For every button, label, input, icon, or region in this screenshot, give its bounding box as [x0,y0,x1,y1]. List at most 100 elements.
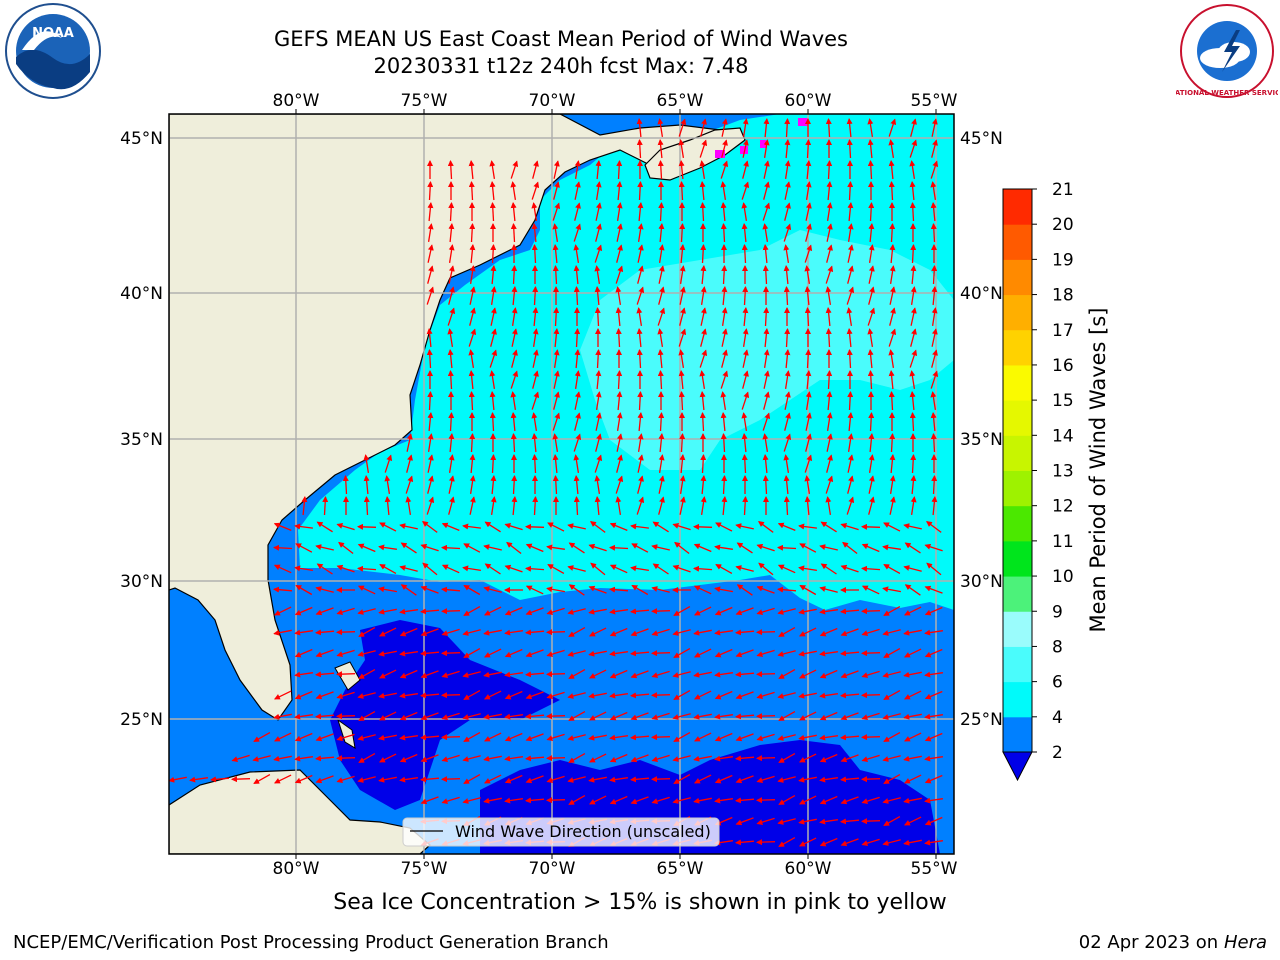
wave-direction-arrow [804,454,813,473]
lat-label-right: 35°N [960,430,1003,450]
wave-direction-arrow [574,391,581,410]
wave-direction-arrow [420,692,440,699]
wave-direction-arrow [846,349,853,369]
wave-direction-arrow [861,608,881,615]
wave-direction-arrow [924,755,943,762]
wave-direction-arrow [847,454,854,473]
wave-direction-arrow [399,669,418,679]
wave-direction-arrow [868,496,875,515]
wave-direction-arrow [840,838,859,847]
wave-direction-arrow [658,202,665,222]
wave-direction-arrow [384,496,391,516]
colorbar-tick-label: 15 [1052,391,1074,411]
wave-direction-arrow [483,629,502,636]
wave-direction-arrow [889,496,896,515]
colorbar-tick-label: 16 [1052,356,1074,376]
wave-direction-arrow [532,349,539,368]
wave-direction-arrow [924,713,943,720]
footer-credit: NCEP/EMC/Verification Post Processing Pr… [13,932,609,953]
wave-direction-arrow [378,776,397,783]
wave-direction-arrow [735,691,754,700]
wave-direction-arrow [469,496,476,515]
lon-label-top: 70°W [529,91,576,111]
wave-direction-arrow [868,412,875,432]
wave-direction-arrow [531,223,538,243]
wave-direction-arrow [714,671,733,678]
wave-direction-arrow [867,328,874,348]
wave-direction-arrow [784,118,791,138]
wave-direction-arrow [888,391,895,411]
wave-direction-arrow [615,475,624,494]
colorbar-tick-label: 6 [1052,673,1063,693]
wave-direction-arrow [889,286,896,305]
wave-direction-arrow [700,307,707,326]
wave-direction-arrow [448,286,455,305]
wave-direction-arrow [399,523,418,530]
wave-direction-arrow [468,328,477,347]
wave-direction-arrow [378,608,397,615]
wave-direction-arrow [448,433,455,453]
wave-direction-arrow [357,776,376,783]
lon-label-bottom: 65°W [657,859,704,879]
wave-direction-arrow [568,711,586,721]
wave-direction-arrow [252,755,271,762]
wave-direction-arrow [510,181,517,201]
wave-direction-arrow [778,711,796,721]
wave-direction-arrow [294,690,313,700]
wave-direction-arrow [525,607,544,616]
wave-direction-arrow [588,734,607,741]
wave-direction-arrow [525,691,544,700]
wave-direction-arrow [489,370,496,390]
wave-direction-arrow [483,755,502,762]
wave-direction-arrow [909,370,916,390]
wave-direction-arrow [784,139,791,159]
wave-direction-arrow [336,629,356,636]
wave-direction-arrow [778,753,796,763]
lat-label-right: 25°N [960,710,1003,730]
wave-direction-arrow [574,370,581,390]
wave-direction-arrow [861,585,880,595]
wave-direction-arrow [405,496,412,516]
wave-direction-arrow [889,223,896,243]
colorbar-segment [1003,576,1032,612]
wave-direction-arrow [861,796,880,805]
wave-direction-arrow [777,544,797,551]
wave-direction-arrow [553,349,560,369]
wave-direction-arrow [715,564,733,574]
wave-direction-arrow [273,522,292,532]
wave-direction-arrow [573,496,580,516]
wave-direction-arrow [741,223,748,243]
wave-direction-arrow [609,608,628,615]
wave-direction-arrow [490,265,497,285]
wave-direction-arrow [630,754,649,763]
wave-direction-arrow [721,139,728,158]
wave-direction-arrow [462,671,481,678]
colorbar-segment [1003,294,1032,331]
wave-direction-arrow [273,713,292,720]
wave-direction-arrow [532,307,539,327]
wave-direction-arrow [504,797,523,804]
wave-direction-arrow [679,286,686,305]
wave-direction-arrow [847,244,854,263]
wave-direction-arrow [720,370,729,389]
wave-direction-arrow [636,349,643,369]
noaa-logo-text: NOAA [32,26,74,41]
wave-direction-arrow [721,328,728,347]
wave-direction-arrow [169,776,187,783]
wave-direction-arrow [510,391,517,411]
wave-direction-arrow [504,648,523,658]
nws-logo-icon: NATIONAL WEATHER SERVICE [1176,4,1278,98]
wave-direction-arrow [931,286,938,306]
wave-direction-arrow [714,797,733,804]
wave-direction-arrow [358,711,376,721]
wave-direction-arrow [484,521,501,533]
wave-direction-arrow [594,475,601,495]
wave-direction-arrow [783,475,790,495]
wave-direction-arrow [861,565,881,572]
wave-direction-arrow [825,286,832,306]
wave-direction-arrow [699,370,706,390]
wave-direction-arrow [721,475,728,495]
wave-direction-arrow [924,690,943,700]
wave-direction-arrow [609,544,629,551]
wave-direction-arrow [637,202,644,222]
